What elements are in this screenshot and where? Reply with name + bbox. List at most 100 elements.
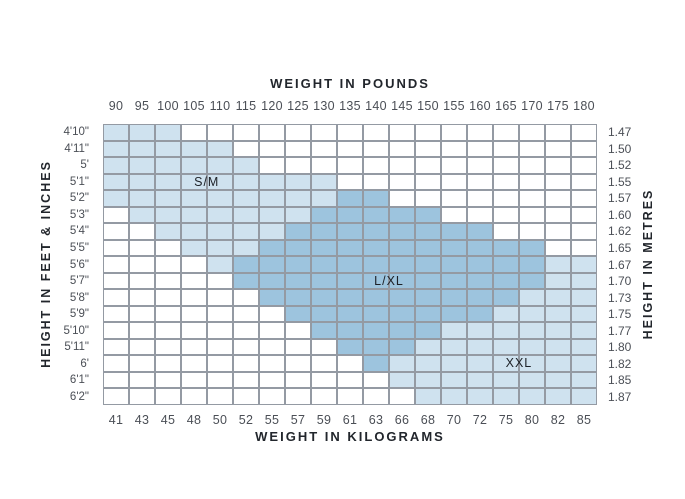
feet-inches-tick: 6'2" (69, 390, 89, 403)
cell-51-115lb (234, 174, 258, 190)
cell-56-105lb (182, 257, 206, 272)
cell-62-95lb (130, 389, 154, 404)
cell-6-110lb (208, 356, 232, 371)
cell-54-150lb (416, 224, 440, 239)
kilograms-tick: 48 (186, 413, 202, 427)
metres-tick: 1.80 (608, 340, 632, 355)
cell-62-140lb (364, 389, 388, 404)
cell-410-110lb (208, 125, 232, 140)
cell-51-130lb (312, 174, 336, 190)
metres-tick: 1.55 (608, 174, 632, 189)
cell-51-135lb (338, 174, 362, 190)
metres-tick: 1.85 (608, 373, 632, 388)
metres-tick: 1.60 (608, 207, 632, 222)
cell-56-170lb (520, 257, 544, 272)
cell-510-150lb (416, 323, 440, 338)
cell-58-100lb (156, 290, 180, 305)
cell-58-125lb (286, 290, 310, 305)
cell-55-120lb (260, 240, 284, 256)
cell-5-145lb (390, 158, 414, 173)
region-label-lxl: L/XL (374, 274, 404, 289)
cell-51-100lb (156, 174, 180, 190)
cell-57-125lb (286, 273, 310, 289)
cell-54-100lb (156, 224, 180, 239)
metres-tick: 1.82 (608, 356, 632, 371)
cell-51-160lb (468, 174, 492, 190)
cell-51-110lb (208, 174, 232, 190)
cell-59-140lb (364, 306, 388, 322)
cell-54-140lb (364, 224, 388, 239)
pounds-tick: 170 (521, 99, 543, 113)
cell-510-115lb (234, 323, 258, 338)
cell-6-180lb (572, 356, 596, 371)
cell-411-125lb (286, 141, 310, 157)
cell-61-175lb (546, 372, 570, 388)
cell-53-105lb (182, 207, 206, 223)
cell-51-95lb (130, 174, 154, 190)
feet-inches-tick: 5'9" (69, 308, 89, 321)
cell-58-90lb (104, 290, 128, 305)
cell-5-160lb (468, 158, 492, 173)
cell-56-115lb (234, 257, 258, 272)
cell-62-155lb (442, 389, 466, 404)
cell-51-120lb (260, 174, 284, 190)
kilograms-tick: 41 (108, 413, 124, 427)
cell-511-170lb (520, 339, 544, 355)
cell-53-135lb (338, 207, 362, 223)
cell-57-170lb (520, 273, 544, 289)
pounds-tick: 115 (235, 99, 257, 113)
cell-62-110lb (208, 389, 232, 404)
cell-56-175lb (546, 257, 570, 272)
cell-52-130lb (312, 191, 336, 206)
cell-55-165lb (494, 240, 518, 256)
cell-510-155lb (442, 323, 466, 338)
cell-411-110lb (208, 141, 232, 157)
cell-5-110lb (208, 158, 232, 173)
cell-61-95lb (130, 372, 154, 388)
cell-59-105lb (182, 306, 206, 322)
cell-59-180lb (572, 306, 596, 322)
pounds-tick: 125 (287, 99, 309, 113)
cell-52-125lb (286, 191, 310, 206)
metres-tick: 1.87 (608, 389, 632, 404)
cell-55-90lb (104, 240, 128, 256)
metres-tick: 1.50 (608, 141, 632, 156)
cell-57-105lb (182, 273, 206, 289)
cell-56-95lb (130, 257, 154, 272)
cell-59-90lb (104, 306, 128, 322)
cell-54-155lb (442, 224, 466, 239)
cell-55-145lb (390, 240, 414, 256)
cell-511-90lb (104, 339, 128, 355)
metres-tick: 1.73 (608, 290, 632, 305)
cell-6-155lb (442, 356, 466, 371)
cell-411-155lb (442, 141, 466, 157)
cell-55-110lb (208, 240, 232, 256)
metres-tick: 1.65 (608, 240, 632, 255)
cell-58-145lb (390, 290, 414, 305)
pounds-tick: 90 (108, 99, 124, 113)
cell-59-125lb (286, 306, 310, 322)
cell-51-90lb (104, 174, 128, 190)
kilograms-tick: 50 (212, 413, 228, 427)
cell-51-105lb (182, 174, 206, 190)
cell-61-170lb (520, 372, 544, 388)
cell-510-180lb (572, 323, 596, 338)
cell-61-155lb (442, 372, 466, 388)
metres-tick: 1.52 (608, 158, 632, 173)
cell-411-165lb (494, 141, 518, 157)
cell-55-140lb (364, 240, 388, 256)
cell-52-105lb (182, 191, 206, 206)
cell-51-155lb (442, 174, 466, 190)
cell-62-130lb (312, 389, 336, 404)
pounds-tick: 160 (469, 99, 491, 113)
kilograms-tick: 63 (368, 413, 384, 427)
cell-410-135lb (338, 125, 362, 140)
cell-57-180lb (572, 273, 596, 289)
cell-53-145lb (390, 207, 414, 223)
cell-57-165lb (494, 273, 518, 289)
cell-510-140lb (364, 323, 388, 338)
cell-59-145lb (390, 306, 414, 322)
cell-511-150lb (416, 339, 440, 355)
pounds-axis: 90 95 100 105 110 115 120 125 130 135 140 145 150 155… (103, 99, 597, 114)
